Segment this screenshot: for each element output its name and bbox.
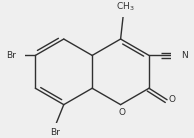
Text: Br: Br: [50, 128, 60, 137]
Text: O: O: [169, 95, 176, 104]
Text: CH$_3$: CH$_3$: [116, 1, 134, 13]
Text: O: O: [118, 108, 125, 117]
Text: Br: Br: [6, 51, 16, 60]
Text: N: N: [181, 51, 188, 60]
